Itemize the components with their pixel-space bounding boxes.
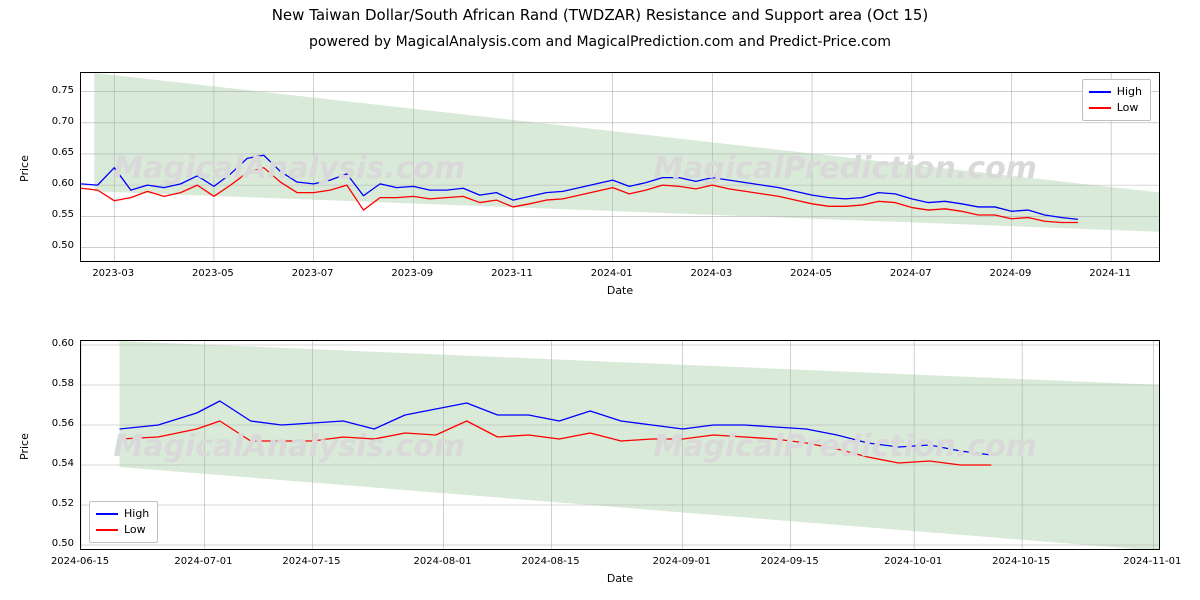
y-tick-label: 0.65 bbox=[26, 147, 74, 158]
chart-title: New Taiwan Dollar/South African Rand (TW… bbox=[0, 6, 1200, 24]
x-axis-label: Date bbox=[80, 572, 1160, 585]
x-tick-label: 2024-09-15 bbox=[745, 556, 835, 567]
legend-swatch bbox=[1089, 91, 1111, 93]
x-tick-label: 2024-11 bbox=[1065, 268, 1155, 279]
x-tick-label: 2024-08-01 bbox=[398, 556, 488, 567]
x-tick-label: 2023-03 bbox=[68, 268, 158, 279]
legend-swatch bbox=[96, 529, 118, 531]
legend-item: Low bbox=[1089, 100, 1142, 116]
legend-swatch bbox=[1089, 107, 1111, 109]
legend: HighLow bbox=[1082, 79, 1151, 121]
x-tick-label: 2024-11-01 bbox=[1107, 556, 1197, 567]
y-tick-label: 0.50 bbox=[26, 240, 74, 251]
y-tick-label: 0.50 bbox=[26, 538, 74, 549]
x-tick-label: 2024-07-01 bbox=[158, 556, 248, 567]
x-tick-label: 2024-07 bbox=[866, 268, 956, 279]
price-chart-bottom: MagicalAnalysis.com MagicalPrediction.co… bbox=[80, 340, 1160, 550]
x-tick-label: 2024-06-15 bbox=[35, 556, 125, 567]
x-tick-label: 2024-05 bbox=[766, 268, 856, 279]
chart-svg bbox=[81, 73, 1160, 262]
x-tick-label: 2023-09 bbox=[367, 268, 457, 279]
y-tick-label: 0.60 bbox=[26, 338, 74, 349]
legend-label: Low bbox=[124, 522, 146, 538]
chart-svg bbox=[81, 341, 1160, 550]
x-tick-label: 2023-07 bbox=[268, 268, 358, 279]
y-tick-label: 0.58 bbox=[26, 378, 74, 389]
chart-subtitle: powered by MagicalAnalysis.com and Magic… bbox=[0, 34, 1200, 50]
y-tick-label: 0.60 bbox=[26, 178, 74, 189]
legend-item: High bbox=[1089, 84, 1142, 100]
legend-item: Low bbox=[96, 522, 149, 538]
legend-item: High bbox=[96, 506, 149, 522]
legend-swatch bbox=[96, 513, 118, 515]
x-tick-label: 2024-09-01 bbox=[637, 556, 727, 567]
y-tick-label: 0.70 bbox=[26, 116, 74, 127]
x-tick-label: 2024-10-01 bbox=[868, 556, 958, 567]
legend: HighLow bbox=[89, 501, 158, 543]
y-tick-label: 0.55 bbox=[26, 209, 74, 220]
x-tick-label: 2024-09 bbox=[965, 268, 1055, 279]
y-tick-label: 0.75 bbox=[26, 85, 74, 96]
x-tick-label: 2024-01 bbox=[567, 268, 657, 279]
x-tick-label: 2023-05 bbox=[168, 268, 258, 279]
y-tick-label: 0.52 bbox=[26, 498, 74, 509]
y-tick-label: 0.56 bbox=[26, 418, 74, 429]
x-axis-label: Date bbox=[80, 284, 1160, 297]
legend-label: High bbox=[1117, 84, 1142, 100]
legend-label: High bbox=[124, 506, 149, 522]
legend-label: Low bbox=[1117, 100, 1139, 116]
x-tick-label: 2024-07-15 bbox=[266, 556, 356, 567]
x-tick-label: 2024-10-15 bbox=[976, 556, 1066, 567]
x-tick-label: 2024-03 bbox=[666, 268, 756, 279]
x-tick-label: 2024-08-15 bbox=[506, 556, 596, 567]
y-axis-label: Price bbox=[18, 433, 31, 460]
y-tick-label: 0.54 bbox=[26, 458, 74, 469]
x-tick-label: 2023-11 bbox=[467, 268, 557, 279]
price-chart-top: MagicalAnalysis.com MagicalPrediction.co… bbox=[80, 72, 1160, 262]
support-resistance-band bbox=[120, 341, 1160, 550]
